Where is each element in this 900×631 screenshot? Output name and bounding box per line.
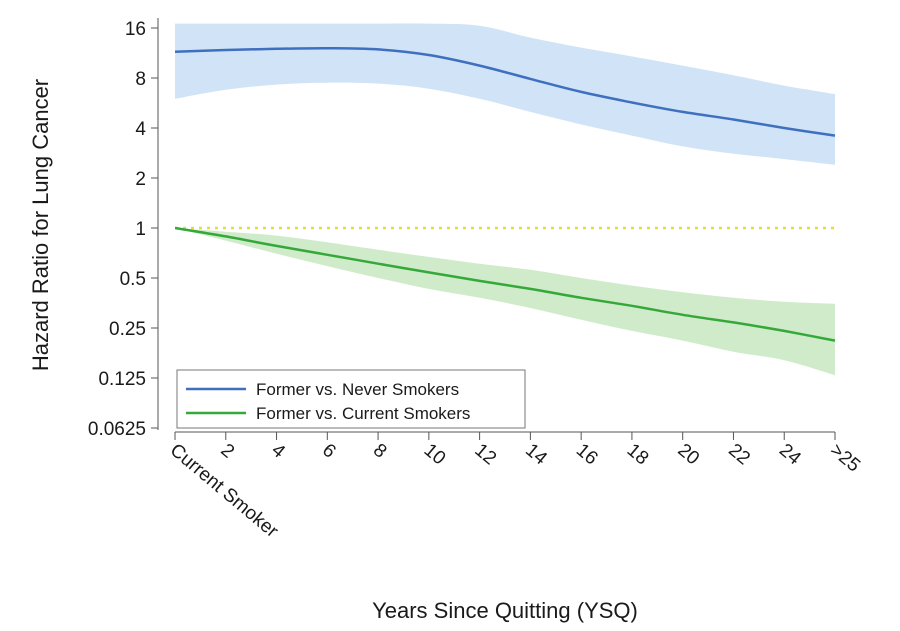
confidence-bands (175, 23, 835, 376)
x-tick-label: 24 (775, 440, 805, 470)
x-tick-label: 20 (673, 440, 703, 470)
confidence-band-1 (175, 228, 835, 376)
y-axis-title: Hazard Ratio for Lung Cancer (28, 79, 53, 371)
legend-label-former-vs-current: Former vs. Current Smokers (256, 404, 470, 423)
legend-box (176, 369, 526, 429)
x-tick-label: 12 (470, 440, 500, 470)
x-tick-label: 2 (217, 440, 239, 463)
y-tick-label: 16 (125, 19, 146, 40)
y-tick-label: 0.5 (120, 269, 146, 290)
axes (157, 18, 835, 433)
x-tick-label: 6 (318, 440, 340, 463)
series-lines (175, 46, 836, 342)
y-ticks: 16 8 4 2 1 0.5 0.25 0.125 0.0625 (88, 19, 158, 440)
x-tick-label: 10 (420, 440, 450, 470)
x-tick-label: 16 (572, 440, 602, 470)
x-tick-label: >25 (826, 440, 864, 477)
x-axis-title: Years Since Quitting (YSQ) (372, 598, 638, 623)
y-tick-label: 0.25 (109, 319, 146, 340)
y-tick-label: 0.0625 (88, 419, 146, 440)
x-tick-label: 14 (521, 440, 551, 470)
x-tick-label: 4 (267, 440, 289, 463)
y-tick-label: 2 (135, 169, 146, 190)
series-line-0 (175, 46, 836, 137)
y-tick-label: 0.125 (98, 369, 146, 390)
series-line-1 (175, 226, 836, 342)
x-tick-label: 8 (369, 440, 391, 463)
confidence-band-0 (175, 23, 835, 165)
y-tick-label: 8 (135, 69, 146, 90)
x-tick-label: 22 (724, 440, 754, 470)
legend-label-former-vs-never: Former vs. Never Smokers (256, 380, 459, 399)
x-tick-label: 18 (623, 440, 653, 470)
y-tick-label: 1 (135, 219, 146, 240)
y-tick-label: 4 (135, 119, 146, 140)
legend: Former vs. Never Smokers Former vs. Curr… (176, 369, 526, 429)
